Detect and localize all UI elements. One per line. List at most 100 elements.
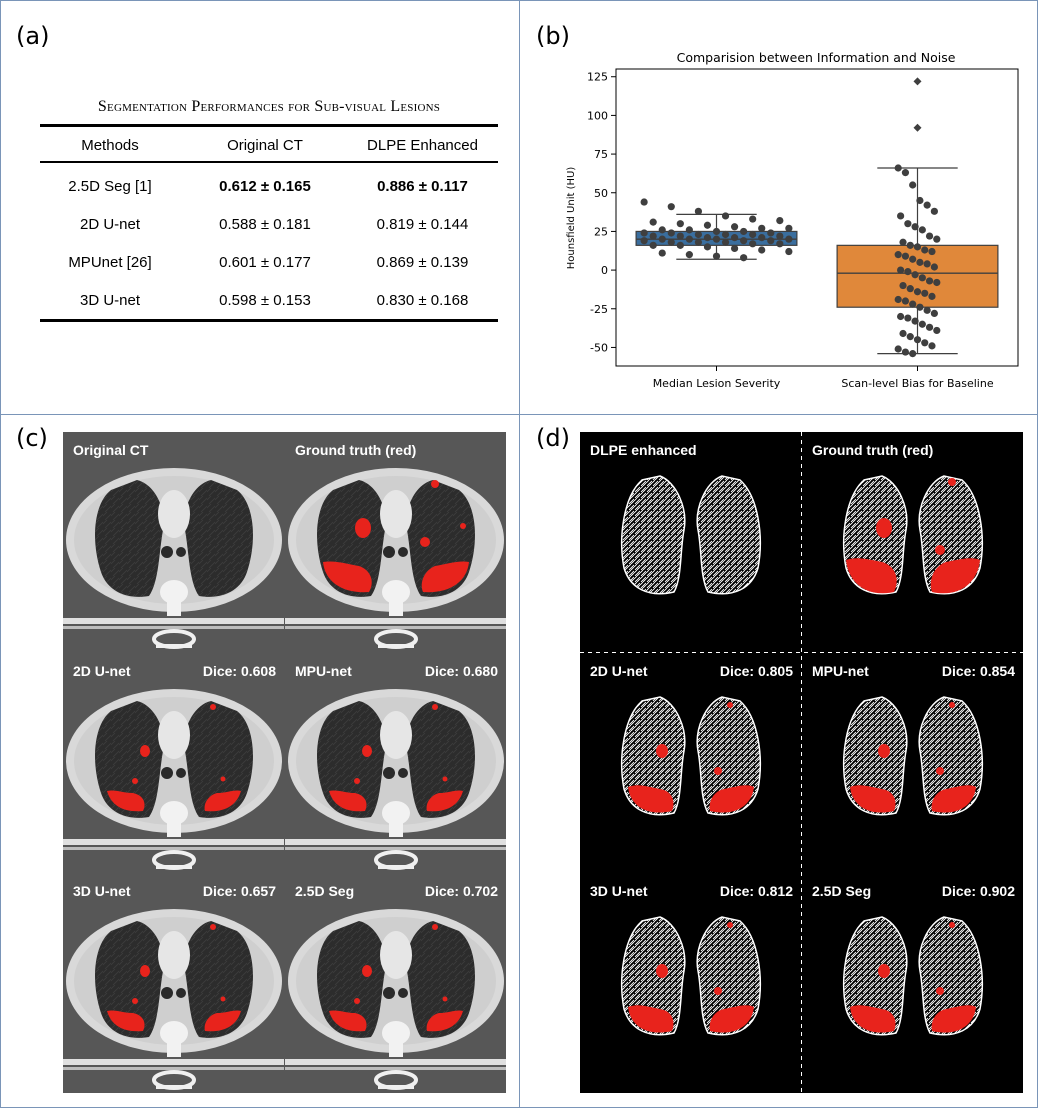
swarm-point bbox=[749, 215, 757, 223]
swarm-point bbox=[933, 235, 941, 243]
swarm-point bbox=[758, 224, 766, 232]
swarm-point bbox=[703, 221, 712, 229]
table-cell-method: MPUnet [26] bbox=[68, 254, 152, 271]
swarm-point bbox=[928, 247, 936, 256]
y-tick-label: 25 bbox=[594, 225, 608, 238]
y-tick-label: -25 bbox=[590, 303, 608, 316]
swarm-point bbox=[694, 238, 703, 246]
swarm-point bbox=[901, 348, 910, 356]
swarm-point bbox=[667, 238, 675, 246]
tile-title: Ground truth (red) bbox=[295, 442, 417, 458]
tile-title: DLPE enhanced bbox=[590, 442, 697, 458]
dlpe-lung-image bbox=[580, 873, 801, 1093]
swarm-point bbox=[712, 235, 721, 243]
y-tick-label: 0 bbox=[601, 264, 608, 277]
swarm-point bbox=[776, 240, 784, 248]
ct-scan-image bbox=[285, 653, 506, 873]
swarm-point bbox=[901, 169, 910, 177]
y-tick-label: -50 bbox=[590, 341, 608, 354]
table-cell-original: 0.588 ± 0.181 bbox=[219, 216, 311, 233]
table-cell-original: 0.601 ± 0.177 bbox=[219, 254, 311, 271]
swarm-point bbox=[923, 201, 931, 209]
outlier-point bbox=[913, 123, 922, 132]
swarm-point bbox=[930, 207, 938, 215]
swarm-point bbox=[916, 196, 924, 205]
swarm-point bbox=[913, 288, 922, 296]
swarm-point bbox=[894, 295, 902, 304]
swarm-point bbox=[685, 226, 693, 234]
ct-tile: Original CT bbox=[63, 432, 284, 652]
swarm-point bbox=[904, 220, 912, 228]
ct-scan-image bbox=[285, 432, 506, 652]
swarm-point bbox=[758, 246, 766, 254]
swarm-point bbox=[913, 336, 922, 344]
dlpe-tile: Ground truth (red) bbox=[802, 432, 1023, 652]
tile-title: 3D U-net bbox=[590, 883, 648, 899]
tile-title: 3D U-net bbox=[73, 883, 131, 899]
box-plot: Comparision between Information and Nois… bbox=[566, 50, 1019, 390]
table-caption: Segmentation Performances for Sub-visual… bbox=[97, 98, 441, 115]
table-cell-original: 0.612 ± 0.165 bbox=[219, 178, 311, 195]
swarm-point bbox=[758, 234, 766, 242]
swarm-point bbox=[721, 238, 730, 246]
swarm-point bbox=[906, 333, 914, 341]
swarm-point bbox=[730, 234, 739, 242]
swarm-point bbox=[676, 241, 684, 249]
swarm-point bbox=[909, 350, 917, 358]
swarm-point bbox=[894, 251, 902, 259]
table-bottom-rule bbox=[40, 319, 498, 322]
tile-dice: Dice: 0.854 bbox=[941, 663, 1015, 679]
table-header-enhanced: DLPE Enhanced bbox=[367, 137, 478, 154]
swarm-point bbox=[649, 218, 657, 226]
swarm-point bbox=[785, 235, 793, 243]
swarm-point bbox=[918, 320, 926, 328]
swarm-point bbox=[667, 229, 675, 237]
divider-bottom bbox=[519, 414, 520, 1108]
swarm-point bbox=[712, 252, 721, 260]
swarm-point bbox=[909, 300, 917, 308]
swarm-point bbox=[740, 237, 748, 245]
swarm-point bbox=[928, 292, 936, 300]
swarm-point bbox=[776, 216, 784, 225]
panel-label-b: (b) bbox=[536, 22, 570, 50]
table-cell-method: 2.5D Seg [1] bbox=[68, 178, 152, 195]
chart-title: Comparision between Information and Nois… bbox=[677, 50, 956, 65]
swarm-point bbox=[909, 255, 917, 263]
table-cell-enhanced: 0.819 ± 0.144 bbox=[376, 216, 469, 233]
swarm-point bbox=[933, 278, 941, 287]
swarm-point bbox=[925, 232, 934, 240]
swarm-point bbox=[899, 281, 907, 290]
swarm-point bbox=[906, 241, 914, 249]
swarm-point bbox=[909, 181, 917, 189]
dlpe-lung-image bbox=[802, 873, 1023, 1093]
swarm-point bbox=[911, 271, 919, 279]
swarm-point bbox=[928, 342, 936, 350]
swarm-point bbox=[913, 243, 922, 251]
tile-dice: Dice: 0.805 bbox=[719, 663, 793, 679]
swarm-point bbox=[921, 289, 929, 297]
x-tick-label: Median Lesion Severity bbox=[653, 377, 781, 390]
swarm-point bbox=[921, 246, 929, 254]
swarm-point bbox=[640, 229, 648, 237]
swarm-point bbox=[894, 345, 902, 353]
tile-title: 2.5D Seg bbox=[295, 883, 355, 899]
tile-dice: Dice: 0.657 bbox=[202, 883, 276, 899]
table-cell-method: 3D U-net bbox=[79, 292, 141, 309]
swarm-point bbox=[776, 232, 784, 240]
dlpe-tile: DLPE enhanced bbox=[580, 432, 801, 652]
swarm-point bbox=[694, 230, 703, 239]
table-cell-method: 2D U-net bbox=[79, 216, 141, 233]
panel-label-c: (c) bbox=[16, 424, 48, 452]
swarm-point bbox=[703, 243, 712, 251]
ct-scan-image bbox=[63, 653, 284, 873]
table-header-original: Original CT bbox=[227, 137, 303, 154]
swarm-point bbox=[721, 212, 730, 220]
dlpe-image-grid: DLPE enhanced Ground truth (red) 2D U-ne… bbox=[580, 432, 1023, 1093]
swarm-point bbox=[649, 241, 657, 249]
swarm-point bbox=[897, 312, 905, 321]
swarm-point bbox=[904, 268, 912, 276]
swarm-point bbox=[918, 226, 926, 234]
y-axis-label: Hounsfield Unit (HU) bbox=[566, 167, 577, 270]
swarm-point bbox=[916, 258, 924, 266]
swarm-point bbox=[640, 237, 648, 245]
